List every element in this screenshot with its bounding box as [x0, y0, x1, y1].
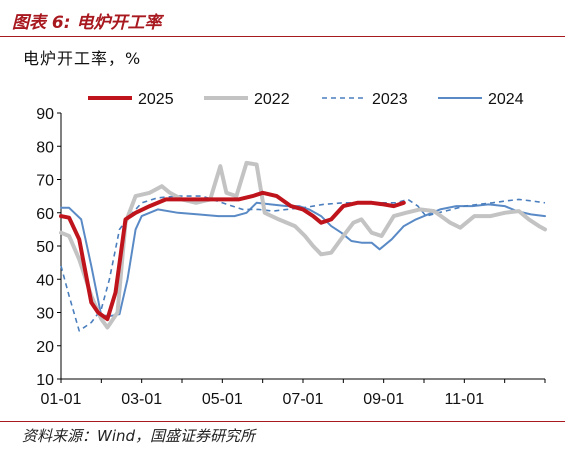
chart-axes: 10 20 30 40 50 60 70 80 90 01-01 03-01 05-01 07-01 09… [36, 106, 546, 408]
y-tick-label: 10 [36, 372, 54, 389]
y-tick-label: 40 [36, 272, 54, 289]
y-tick-label: 70 [36, 173, 54, 190]
chart-series [59, 160, 547, 332]
x-tick-label: 05-01 [202, 391, 243, 408]
series-line-2025 [59, 190, 406, 322]
legend-label-2023: 2023 [372, 91, 408, 108]
y-tick-label: 60 [36, 206, 54, 223]
series-line-2022 [59, 160, 547, 330]
chart-legend: 2025 2022 2023 2024 [88, 91, 524, 108]
legend-label-2025: 2025 [138, 91, 174, 108]
y-tick-label: 80 [36, 139, 54, 156]
y-tick-label: 90 [36, 106, 54, 123]
unit-label: 电炉开工率，% [23, 49, 142, 68]
figure-title: 图表 6: 电炉开工率 [12, 13, 162, 33]
source-divider [0, 421, 565, 422]
source-note: 资料来源：Wind，国盛证券研究所 [22, 427, 256, 445]
y-tick-label: 30 [36, 306, 54, 323]
x-tick-label: 11-01 [444, 391, 484, 408]
title-divider [0, 36, 565, 37]
line-chart: 10 20 30 40 50 60 70 80 90 01-01 03-01 05-01 07-01 09… [36, 91, 547, 408]
x-tick-label: 07-01 [283, 391, 324, 408]
x-tick-label: 03-01 [121, 391, 162, 408]
legend-label-2024: 2024 [488, 91, 524, 108]
legend-label-2022: 2022 [254, 91, 290, 108]
y-tick-label: 50 [36, 239, 54, 256]
x-tick-label: 09-01 [363, 391, 404, 408]
y-tick-label: 20 [36, 339, 54, 356]
x-tick-label: 01-01 [41, 391, 82, 408]
